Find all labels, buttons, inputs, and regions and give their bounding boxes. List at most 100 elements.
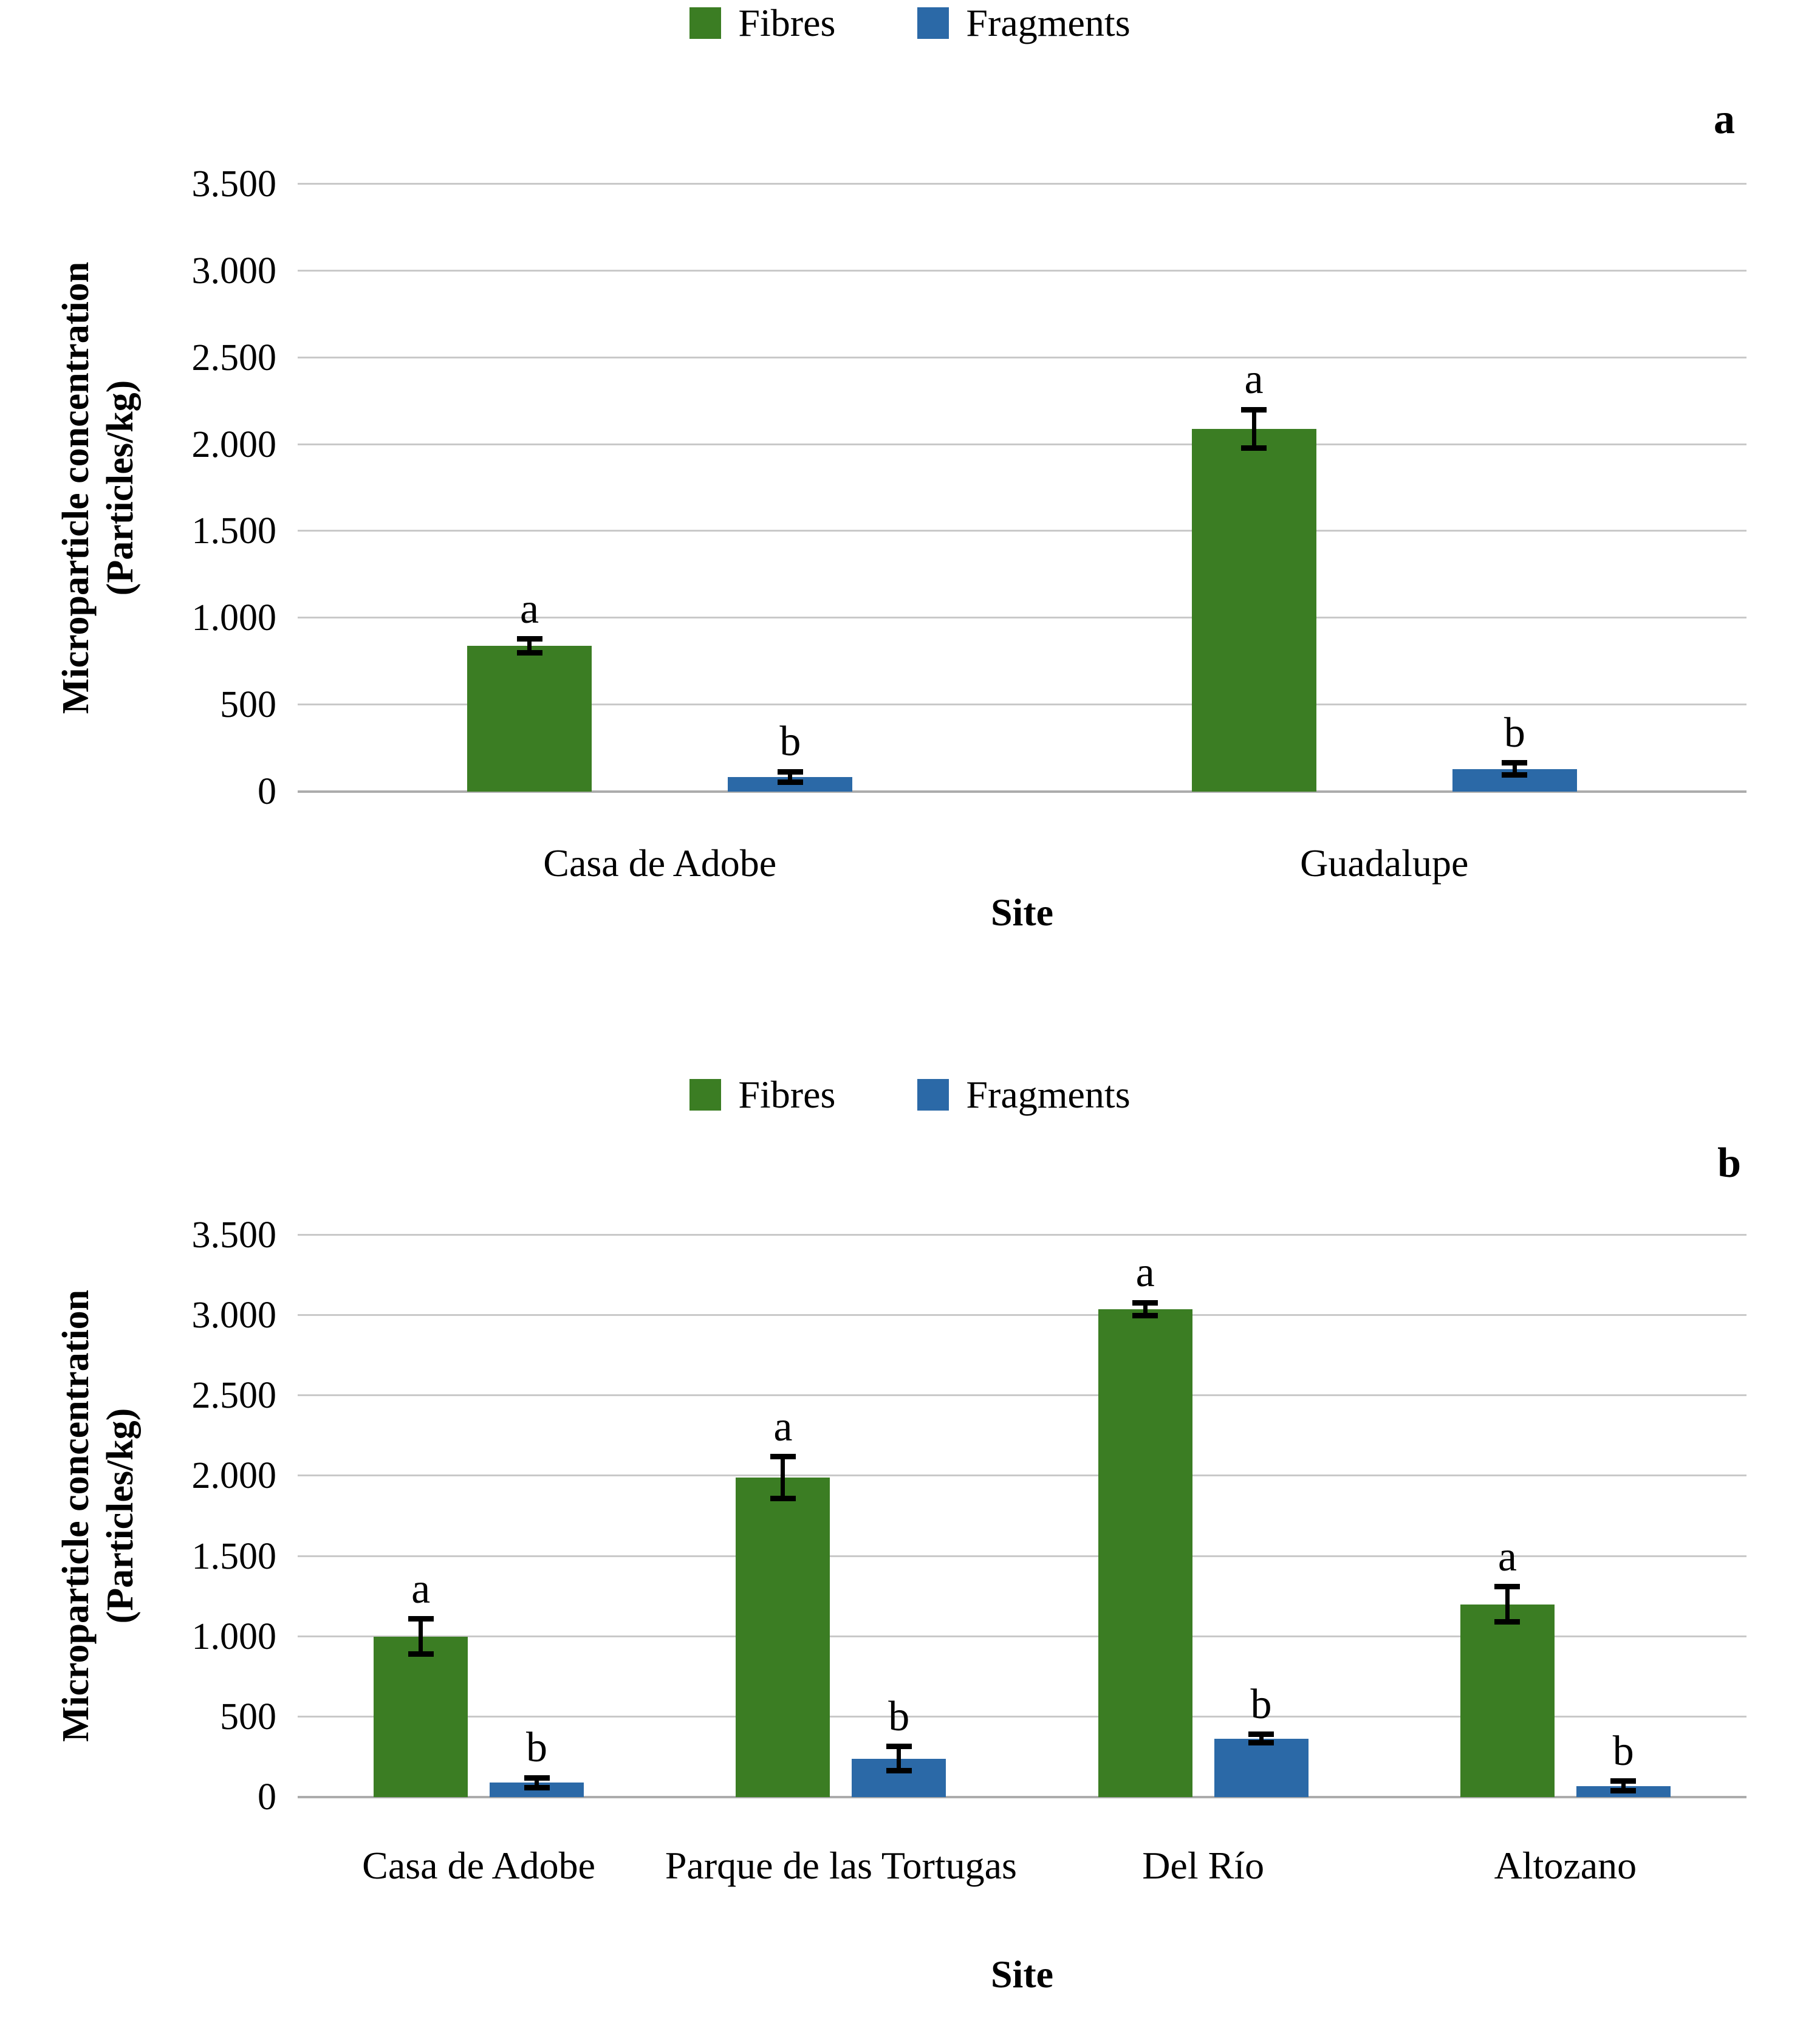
significance-letter: a <box>411 1565 431 1612</box>
gridline <box>298 530 1746 532</box>
fibres-bar <box>736 1478 830 1797</box>
fibres-bar <box>1098 1309 1192 1797</box>
error-bar-cap <box>516 649 542 656</box>
legend-item-fragments: Fragments <box>917 1 1131 44</box>
x-axis-title-panel-a: Site <box>990 891 1054 934</box>
y-tick-label: 1.000 <box>191 1615 277 1657</box>
error-bar <box>781 1456 785 1499</box>
legend-item-fibres: Fibres <box>689 1075 835 1114</box>
x-category-label: Altozano <box>1494 1844 1637 1887</box>
fragments-bar <box>1214 1738 1309 1797</box>
y-tick-label: 1.000 <box>191 597 277 639</box>
error-bar <box>535 1778 539 1788</box>
legend-label-fibres: Fibres <box>738 1073 836 1116</box>
y-axis-title-panel-b: Microparticle concentration (Particles/k… <box>54 1290 143 1742</box>
error-bar-cap <box>886 1744 912 1750</box>
legend-panel-a: Fibres Fragments <box>0 4 1820 43</box>
significance-letter: b <box>526 1724 548 1772</box>
error-bar <box>419 1618 423 1654</box>
error-bar <box>1512 762 1517 775</box>
error-bar-cap <box>1132 1312 1158 1318</box>
y-tick-label: 500 <box>220 1696 276 1738</box>
x-category-label: Casa de Adobe <box>362 1844 596 1887</box>
gridline <box>298 443 1746 445</box>
y-axis-title-line2: (Particles/kg) <box>100 1408 141 1624</box>
gridline <box>298 183 1746 185</box>
y-tick-label: 3.500 <box>191 163 277 205</box>
fibres-bar <box>374 1636 468 1797</box>
error-bar-cap <box>516 636 542 642</box>
x-axis-line <box>298 790 1746 793</box>
error-bar-cap <box>1241 445 1267 451</box>
x-axis-title-panel-b: Site <box>990 1953 1054 1996</box>
significance-letter: a <box>773 1403 793 1450</box>
fragments-swatch-icon <box>917 1079 949 1111</box>
significance-letter: a <box>520 585 539 632</box>
legend-item-fibres: Fibres <box>689 4 835 43</box>
error-bar <box>1143 1303 1148 1316</box>
error-bar <box>527 639 532 653</box>
error-bar-cap <box>1248 1731 1274 1738</box>
gridline <box>298 1715 1746 1718</box>
y-axis-title-panel-a: Microparticle concentration (Particles/k… <box>54 262 143 714</box>
y-axis-title-line1: Microparticle concentration <box>55 1289 97 1742</box>
y-tick-label: 3.000 <box>191 1295 277 1337</box>
gridline <box>298 1314 1746 1317</box>
error-bar-cap <box>1241 406 1267 413</box>
gridline <box>298 269 1746 272</box>
gridline <box>298 1474 1746 1477</box>
error-bar-cap <box>777 769 803 775</box>
fibres-swatch-icon <box>689 7 722 39</box>
error-bar-cap <box>1610 1778 1637 1784</box>
y-axis-title-line1: Microparticle concentration <box>55 261 97 714</box>
error-bar-cap <box>1502 772 1528 778</box>
y-tick-label: 2.500 <box>191 1375 277 1417</box>
gridline <box>298 356 1746 358</box>
fibres-bar <box>1460 1604 1555 1797</box>
error-bar-cap <box>770 1495 796 1501</box>
panel-letter-b: b <box>1717 1140 1741 1187</box>
y-tick-label: 1.500 <box>191 510 277 552</box>
significance-letter: a <box>1244 356 1264 403</box>
y-tick-label: 2.500 <box>191 337 277 378</box>
gridline <box>298 1635 1746 1637</box>
legend-label-fragments: Fragments <box>966 1073 1131 1116</box>
gridline <box>298 1394 1746 1397</box>
y-tick-label: 0 <box>258 1776 276 1818</box>
significance-letter: b <box>1612 1727 1634 1775</box>
legend-label-fibres: Fibres <box>738 1 836 44</box>
error-bar-cap <box>1502 760 1528 766</box>
error-bar-cap <box>524 1775 550 1781</box>
y-tick-label: 3.500 <box>191 1214 277 1256</box>
error-bar <box>897 1746 901 1771</box>
error-bar-cap <box>777 779 803 785</box>
gridline <box>298 704 1746 706</box>
error-bar-cap <box>408 1616 434 1622</box>
fragments-swatch-icon <box>917 7 949 39</box>
significance-letter: b <box>1504 709 1525 756</box>
legend-panel-b: Fibres Fragments <box>0 1075 1820 1114</box>
plot-area-panel-b: a b a b a b a b <box>298 1234 1746 1798</box>
significance-letter: b <box>779 718 801 765</box>
gridline <box>298 1555 1746 1557</box>
x-category-label: Casa de Adobe <box>543 841 777 885</box>
y-tick-label: 2.000 <box>191 1455 277 1497</box>
panel-letter-a: a <box>1714 96 1735 143</box>
error-bar-cap <box>1494 1619 1521 1625</box>
error-bar-cap <box>1610 1787 1637 1793</box>
significance-letter: b <box>888 1693 910 1740</box>
error-bar-cap <box>408 1651 434 1657</box>
error-bar <box>1251 409 1256 448</box>
significance-letter: b <box>1250 1680 1272 1728</box>
fibres-swatch-icon <box>689 1079 722 1111</box>
fibres-bar <box>467 646 592 792</box>
error-bar-cap <box>1494 1584 1521 1590</box>
y-tick-label: 0 <box>258 771 276 812</box>
legend-label-fragments: Fragments <box>966 1 1131 44</box>
fibres-bar <box>1191 428 1316 792</box>
error-bar-cap <box>886 1767 912 1773</box>
error-bar-cap <box>770 1454 796 1460</box>
error-bar <box>788 772 793 783</box>
y-tick-label: 1.500 <box>191 1535 277 1577</box>
y-tick-label: 2.000 <box>191 423 277 465</box>
